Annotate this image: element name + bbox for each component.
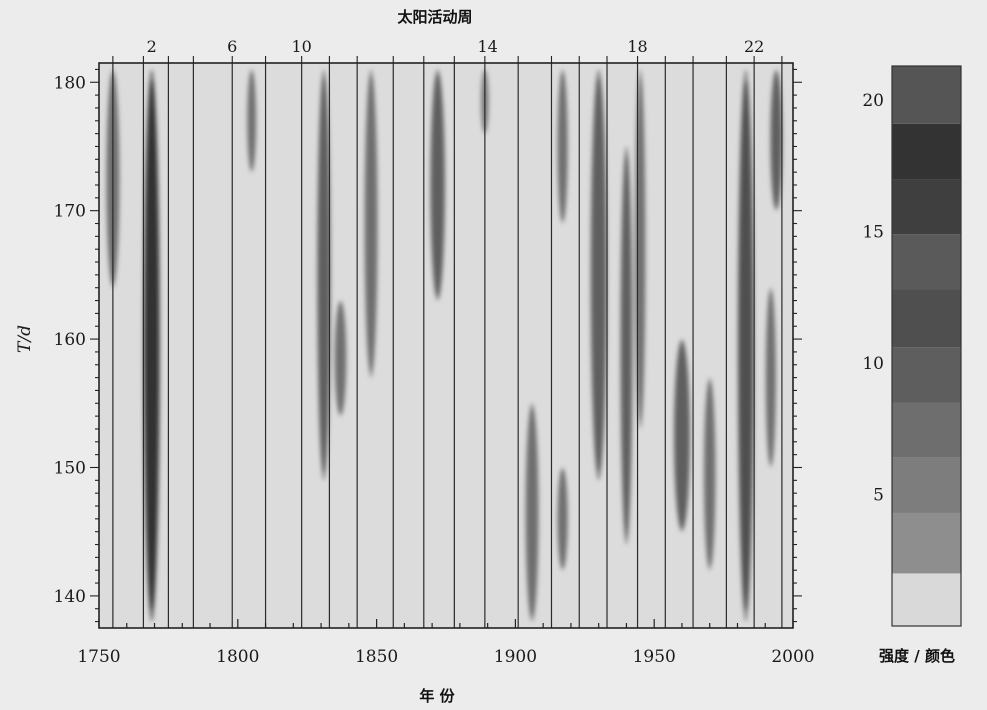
x-tick-label: 1850 (355, 647, 398, 667)
x-tick-label: 2000 (771, 647, 814, 667)
top-tick-label: 18 (627, 37, 647, 56)
heatmap-streak (591, 77, 606, 473)
colorbar-tick-label: 15 (862, 223, 884, 243)
heatmap-streak (318, 77, 330, 473)
colorbar-tick-label: 5 (873, 486, 884, 506)
x-axis-label: 年 份 (419, 687, 455, 705)
heatmap-streak (248, 71, 256, 171)
colorbar-label: 强度 / 颜色 (879, 647, 955, 665)
x-tick-label: 1750 (77, 647, 120, 667)
colorbar-band (892, 66, 961, 124)
heatmap-features (105, 69, 783, 622)
plot-area (99, 63, 793, 628)
heatmap-streak (738, 80, 753, 611)
colorbar-band (892, 234, 961, 290)
colorbar-tick-label: 10 (862, 354, 884, 374)
x-axis: 1750 1800 1850 1900 1950 2000 (77, 619, 815, 667)
y-tick-label: 160 (54, 330, 86, 350)
top-tick-label: 10 (291, 37, 311, 56)
top-tick-label: 14 (477, 37, 497, 56)
chart-title: 太阳活动周 (397, 8, 472, 26)
plot-border (98, 62, 794, 629)
y-tick-label: 170 (54, 202, 86, 222)
colorbar-tick-label: 20 (862, 91, 884, 111)
top-axis-cycles: 2 6 10 14 18 22 (112, 37, 783, 63)
top-tick-label: 22 (744, 37, 764, 56)
colorbar-band (892, 123, 961, 180)
heatmap-streak (704, 381, 715, 567)
colorbar-border (891, 65, 962, 627)
y-tick-label: 150 (54, 458, 86, 478)
cycle-boundary-lines (112, 63, 783, 628)
y-tick-label: 140 (54, 587, 86, 607)
x-tick-label: 1800 (216, 647, 259, 667)
colorbar-band (892, 289, 961, 348)
plot-frame (98, 62, 794, 629)
plot-background (99, 63, 793, 628)
heatmap-streak (335, 302, 346, 414)
heatmap-streak (636, 76, 645, 422)
heatmap-streak (558, 72, 567, 221)
colorbar-band (892, 573, 961, 626)
top-tick-label: 6 (227, 37, 237, 56)
y-axis: 140 150 160 170 180 (54, 68, 99, 623)
y-tick-label: 180 (54, 73, 86, 93)
heatmap-streak (431, 74, 444, 296)
heatmap-streak (144, 80, 159, 611)
colorbar-band (892, 512, 961, 574)
heatmap-streak (675, 342, 689, 528)
top-tick-label: 2 (147, 37, 157, 56)
heatmap-streak (365, 75, 377, 372)
y-axis-right (793, 68, 802, 623)
x-tick-label: 1900 (494, 647, 537, 667)
x-tick-label: 1950 (633, 647, 676, 667)
heatmap-streak (771, 72, 782, 208)
heatmap-streak (766, 291, 775, 464)
heatmap-streak (558, 469, 567, 569)
colorbar: 5 10 15 20 (862, 65, 962, 627)
heatmap-streak (621, 154, 632, 537)
colorbar-band (892, 457, 961, 513)
heatmap-streak (526, 407, 538, 618)
colorbar-band (892, 347, 961, 403)
y-axis-label: T/d (15, 325, 35, 353)
colorbar-band (892, 179, 961, 235)
colorbar-band (892, 402, 961, 458)
